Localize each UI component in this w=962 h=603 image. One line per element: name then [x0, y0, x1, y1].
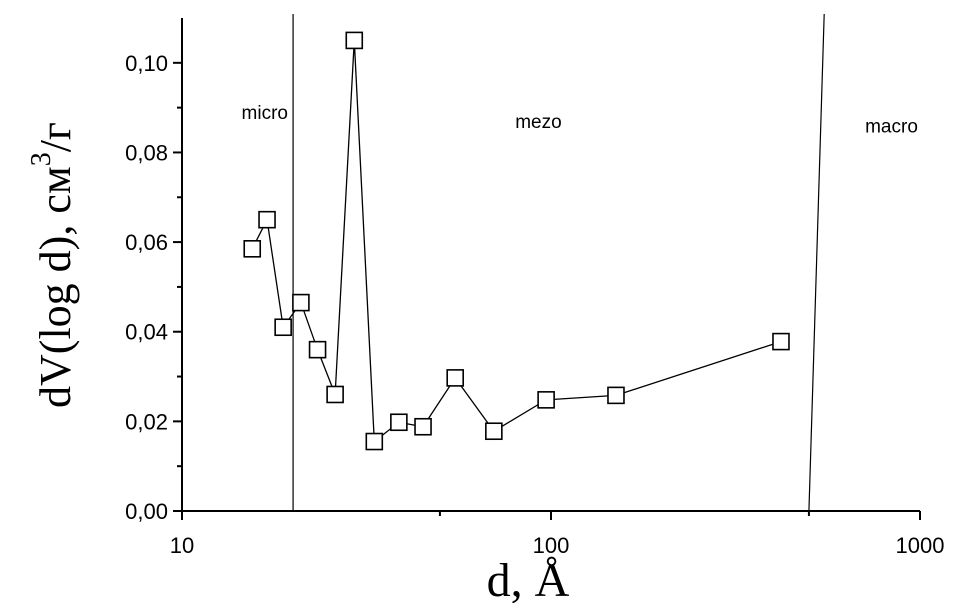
- y-tick-label: 0,06: [125, 230, 168, 255]
- data-point: [390, 413, 408, 432]
- data-point: [607, 386, 625, 405]
- data-point: [292, 293, 310, 312]
- y-tick-label: 0,04: [125, 320, 168, 345]
- x-tick-label: 1000: [896, 533, 945, 558]
- data-point: [308, 340, 327, 359]
- data-point: [243, 240, 262, 258]
- data-point: [414, 417, 432, 436]
- y-tick-label: 0,10: [125, 51, 168, 76]
- data-point: [485, 422, 503, 441]
- data-point: [274, 318, 292, 337]
- region-boundary-line: [808, 13, 825, 512]
- series-line: [251, 40, 782, 443]
- data-point: [772, 332, 790, 351]
- region-label-micro: micro: [242, 103, 288, 124]
- region-labels: micro mezo macro: [242, 103, 918, 137]
- data-point: [326, 385, 344, 404]
- region-label-macro: macro: [865, 116, 918, 137]
- data-point: [258, 210, 276, 229]
- y-tick-label: 0,02: [125, 409, 168, 434]
- data-point: [365, 432, 384, 451]
- y-tick-label: 0,00: [125, 499, 168, 524]
- axes: 0,00 0,02 0,04 0,06 0,08 0,10 10 100 1000: [125, 18, 944, 558]
- y-tick-label: 0,08: [125, 140, 168, 165]
- y-axis-title-main: dV(log d), см: [31, 166, 80, 408]
- axis-titles: d, Å dV(log d), см3/г: [26, 122, 570, 603]
- data-point: [446, 369, 464, 387]
- y-axis-title-tail: /г: [31, 122, 80, 152]
- data-point: [537, 391, 555, 409]
- x-tick-label: 100: [533, 533, 570, 558]
- region-boundaries: [292, 13, 825, 512]
- region-label-mezo: mezo: [515, 112, 561, 133]
- x-tick-label: 10: [170, 533, 194, 558]
- data-series: [243, 31, 790, 451]
- x-axis-title: d, Å: [487, 554, 570, 603]
- y-axis-title: dV(log d), см3/г: [26, 122, 80, 408]
- y-axis-title-superscript: 3: [26, 152, 57, 166]
- data-point: [345, 31, 364, 50]
